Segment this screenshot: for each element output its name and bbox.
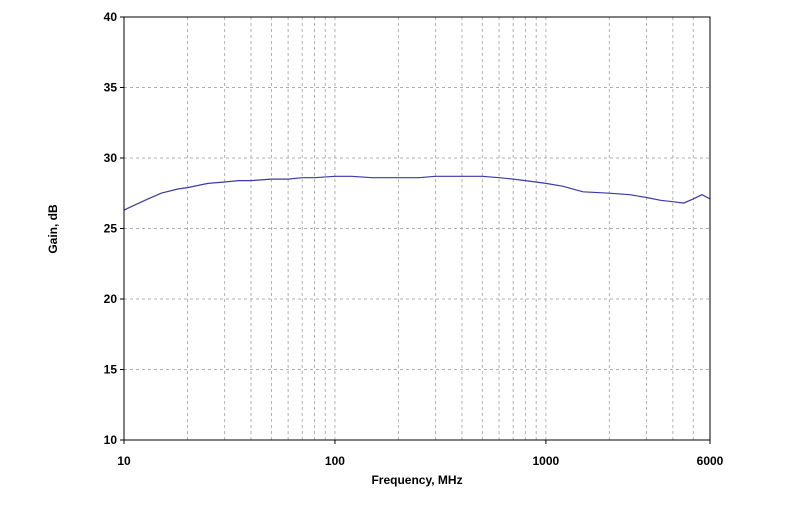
y-axis-label: Gain, dB xyxy=(46,204,60,254)
y-tick-label: 30 xyxy=(104,151,118,165)
y-tick-label: 25 xyxy=(104,222,118,236)
tick-layer: 10 15 20 25 30 35 40 10 100 1000 6000 xyxy=(104,10,724,468)
y-tick-label: 10 xyxy=(104,433,118,447)
x-tick-label: 1000 xyxy=(533,454,560,468)
x-tick-label: 100 xyxy=(325,454,345,468)
y-tick-label: 20 xyxy=(104,292,118,306)
grid-layer xyxy=(124,17,710,440)
series-layer xyxy=(123,175,711,211)
y-tick-label: 15 xyxy=(104,363,118,377)
x-tick-label: 10 xyxy=(117,454,131,468)
x-tick-label: 6000 xyxy=(697,454,724,468)
x-axis-label: Frequency, MHz xyxy=(371,473,462,487)
label-layer: Frequency, MHz Gain, dB xyxy=(46,204,463,487)
y-tick-label: 40 xyxy=(104,10,118,24)
y-tick-label: 35 xyxy=(104,81,118,95)
gain-series-line xyxy=(123,175,711,211)
